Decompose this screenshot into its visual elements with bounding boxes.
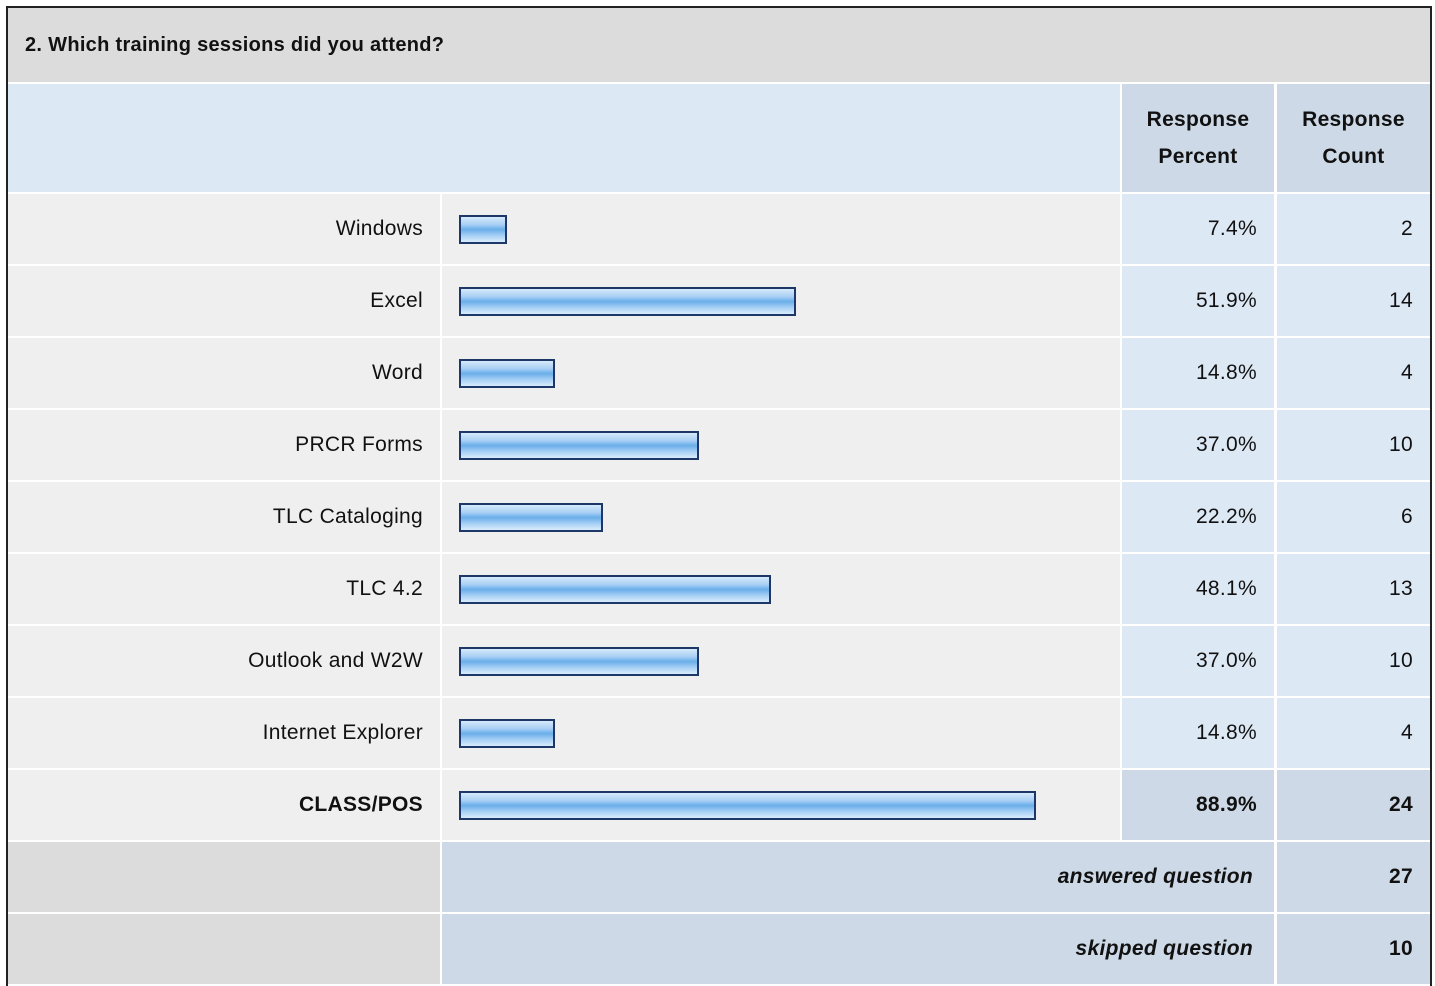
row-label: PRCR Forms — [8, 410, 440, 480]
frame — [6, 6, 1432, 986]
percent-cell: 48.1% — [1122, 554, 1274, 624]
count-cell: 2 — [1277, 194, 1430, 264]
percent-cell: 7.4% — [1122, 194, 1274, 264]
bar — [459, 791, 1036, 820]
count-cell: 13 — [1277, 554, 1430, 624]
percent-cell: 14.8% — [1122, 338, 1274, 408]
row-label: TLC 4.2 — [8, 554, 440, 624]
percent-cell: 37.0% — [1122, 626, 1274, 696]
row-label: Internet Explorer — [8, 698, 440, 768]
count-cell: 10 — [1277, 626, 1430, 696]
bar — [459, 431, 700, 460]
bar — [459, 575, 772, 604]
bar — [459, 215, 508, 244]
count-cell: 24 — [1277, 770, 1430, 840]
row-label: Windows — [8, 194, 440, 264]
percent-cell: 37.0% — [1122, 410, 1274, 480]
header-blank — [8, 84, 1120, 192]
summary-count: 10 — [1277, 914, 1430, 984]
summary-label: answered question — [442, 842, 1274, 912]
bar — [459, 503, 604, 532]
header-percent: Response Percent — [1122, 84, 1274, 192]
header-count: Response Count — [1277, 84, 1430, 192]
summary-blank — [8, 842, 440, 912]
row-label: CLASS/POS — [8, 770, 440, 840]
count-cell: 6 — [1277, 482, 1430, 552]
summary-count: 27 — [1277, 842, 1430, 912]
bar — [459, 647, 700, 676]
percent-cell: 14.8% — [1122, 698, 1274, 768]
bar-cell — [442, 194, 1120, 264]
row-label: Excel — [8, 266, 440, 336]
row-label: Word — [8, 338, 440, 408]
bar — [459, 719, 556, 748]
percent-cell: 22.2% — [1122, 482, 1274, 552]
row-label: TLC Cataloging — [8, 482, 440, 552]
percent-cell: 51.9% — [1122, 266, 1274, 336]
summary-label: skipped question — [442, 914, 1274, 984]
question-title: 2. Which training sessions did you atten… — [8, 8, 1430, 82]
count-cell: 4 — [1277, 698, 1430, 768]
summary-blank — [8, 914, 440, 984]
count-cell: 10 — [1277, 410, 1430, 480]
bar — [459, 359, 556, 388]
row-label: Outlook and W2W — [8, 626, 440, 696]
count-cell: 4 — [1277, 338, 1430, 408]
count-cell: 14 — [1277, 266, 1430, 336]
bar — [459, 287, 796, 316]
percent-cell: 88.9% — [1122, 770, 1274, 840]
